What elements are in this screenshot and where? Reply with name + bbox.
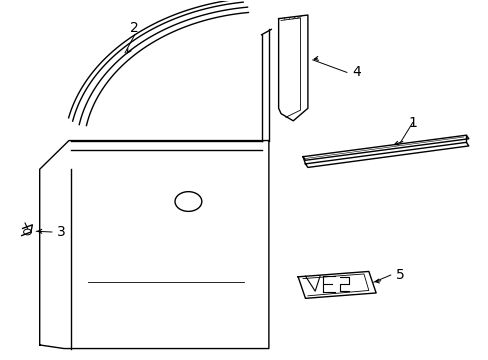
Text: 2: 2: [130, 21, 139, 35]
Text: 5: 5: [395, 268, 404, 282]
Text: 4: 4: [351, 66, 360, 80]
Text: 1: 1: [407, 116, 416, 130]
Text: 3: 3: [57, 225, 66, 239]
